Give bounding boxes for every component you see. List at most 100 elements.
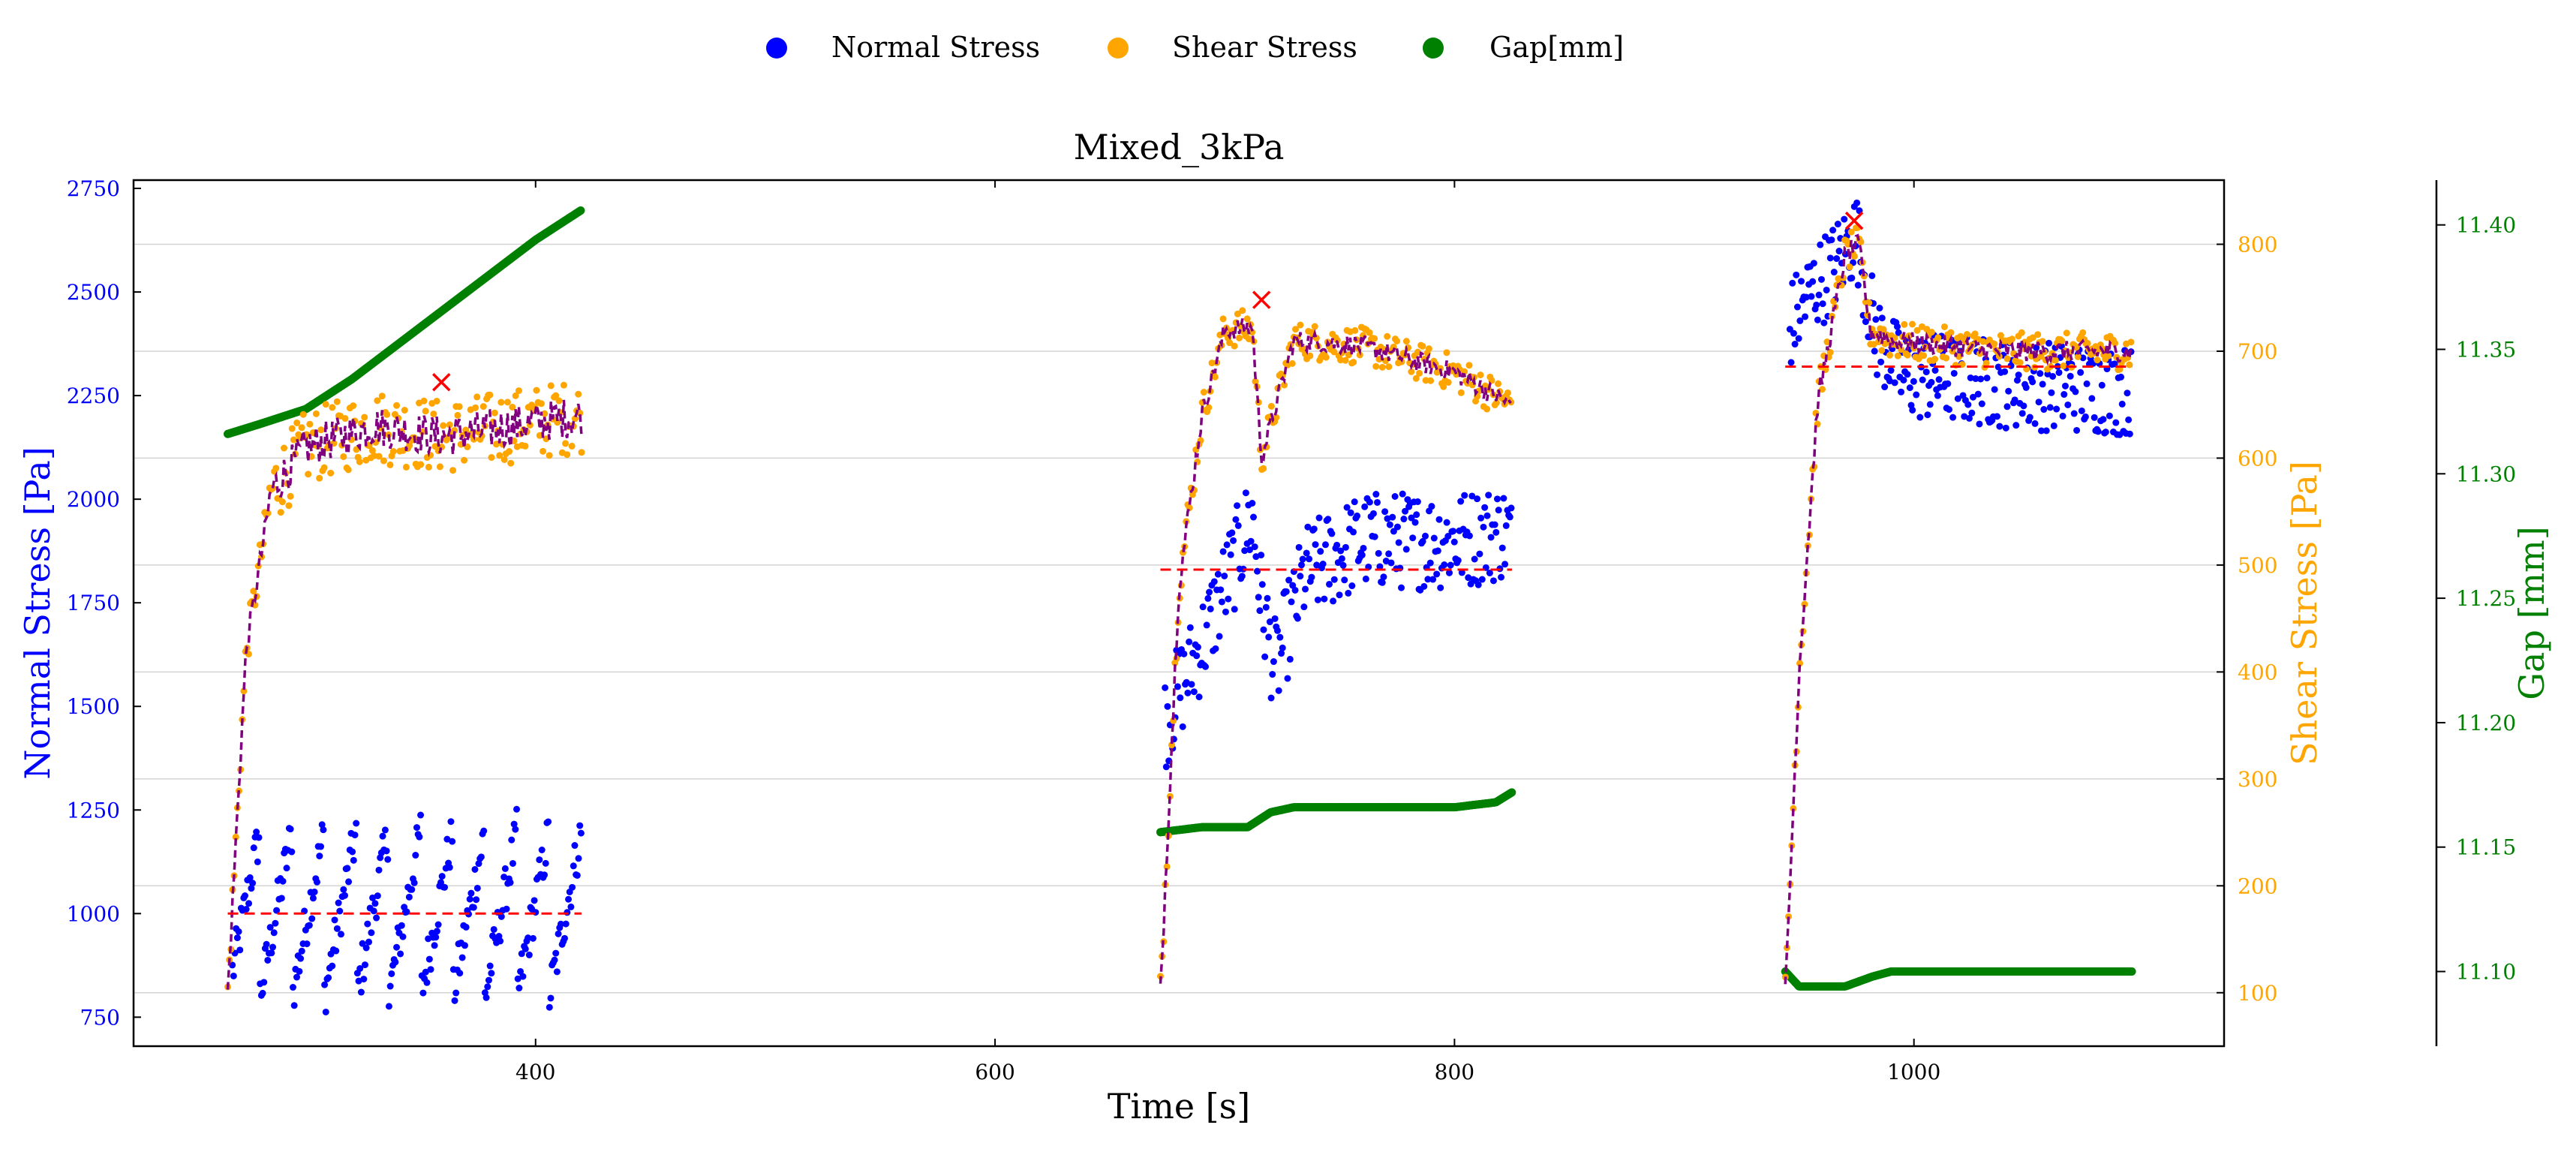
normal-point <box>1360 544 1367 552</box>
shear-tick-label: 700 <box>2238 339 2277 364</box>
shear-point <box>1878 347 1886 354</box>
normal-point <box>576 822 584 829</box>
normal-point <box>1310 525 1318 533</box>
normal-point <box>1385 550 1393 558</box>
shear-point <box>562 440 570 447</box>
normal-point <box>1970 393 1977 401</box>
shear-point <box>317 426 325 434</box>
shear-point <box>2008 335 2015 343</box>
normal-point <box>410 879 418 886</box>
shear-point <box>1823 338 1831 346</box>
shear-point <box>1205 404 1213 411</box>
normal-point <box>1430 534 1438 542</box>
normal-point <box>335 899 342 907</box>
normal-point <box>245 900 253 907</box>
normal-point <box>278 895 285 902</box>
normal-point <box>309 895 317 902</box>
normal-point <box>1337 547 1345 555</box>
shear-point <box>1366 329 1373 336</box>
normal-point <box>1339 561 1347 569</box>
shear-point <box>420 397 428 405</box>
normal-point <box>1262 603 1270 611</box>
shear-point <box>2034 331 2042 338</box>
legend-label-normal: Normal Stress <box>831 31 1040 64</box>
shear-point <box>571 415 579 423</box>
normal-point <box>383 847 390 855</box>
normal-point <box>379 832 386 840</box>
x-tick-label: 1000 <box>1887 1060 1940 1084</box>
normal-point <box>287 826 294 833</box>
normal-point <box>1261 653 1269 660</box>
shear-point <box>361 414 368 421</box>
normal-point <box>2026 414 2033 421</box>
shear-point <box>375 453 383 460</box>
normal-point <box>452 989 460 997</box>
normal-point <box>1162 763 1170 771</box>
normal-point <box>2002 424 2009 432</box>
normal-point <box>2124 390 2131 397</box>
normal-point <box>441 883 449 891</box>
normal-point <box>288 848 296 856</box>
normal-point <box>2106 412 2113 420</box>
shear-point <box>1865 299 1873 306</box>
normal-point <box>293 973 301 981</box>
shear-point <box>2060 362 2067 369</box>
normal-point <box>2112 419 2120 426</box>
shear-smoothed-path <box>226 399 583 990</box>
normal-point <box>1489 577 1497 585</box>
normal-point <box>2050 422 2057 429</box>
normal-point <box>1256 607 1264 615</box>
normal-point <box>253 829 260 836</box>
normal-point <box>1180 650 1188 657</box>
normal-point <box>1278 650 1285 657</box>
shear-point <box>2084 339 2091 347</box>
normal-tick-label: 1500 <box>67 694 120 719</box>
normal-point <box>1326 580 1333 588</box>
normal-point <box>263 940 270 948</box>
normal-point <box>1338 555 1345 562</box>
shear-point <box>2058 337 2066 344</box>
shear-point <box>1880 326 1887 333</box>
shear-point <box>344 466 352 474</box>
normal-point <box>545 818 552 826</box>
normal-point <box>246 874 254 881</box>
normal-point <box>1434 547 1441 555</box>
normal-axis-label: Normal Stress [Pa] <box>17 447 58 780</box>
normal-point <box>1833 255 1841 263</box>
legend-label-shear: Shear Stress <box>1172 31 1357 64</box>
normal-point <box>1485 492 1492 499</box>
normal-point <box>2082 413 2089 420</box>
shear-point <box>1260 465 1267 472</box>
plot-frame <box>132 179 2226 1048</box>
shear-point <box>2127 338 2135 346</box>
shear-point <box>1211 373 1219 380</box>
x-axis-label: Time [s] <box>1108 1086 1250 1126</box>
shear-point <box>430 411 437 418</box>
shear-point <box>2016 359 2024 366</box>
legend-label-gap: Gap[mm] <box>1489 31 1624 64</box>
shear-point <box>492 441 500 448</box>
normal-point <box>536 856 543 864</box>
normal-point <box>416 833 423 841</box>
normal-point <box>229 961 236 969</box>
normal-point <box>1810 260 1817 267</box>
shear-point <box>341 415 349 423</box>
normal-point <box>1314 596 1321 603</box>
normal-point <box>1212 645 1219 652</box>
shear-point <box>250 588 257 595</box>
normal-point <box>419 989 427 997</box>
normal-point <box>340 886 347 893</box>
shear-point <box>383 411 391 418</box>
normal-point <box>1390 528 1397 535</box>
shear-point <box>1971 330 1979 338</box>
peak-marker <box>432 373 451 392</box>
normal-point <box>1887 367 1895 374</box>
shear-point <box>329 404 336 411</box>
normal-point <box>431 942 438 949</box>
normal-point <box>361 961 368 969</box>
normal-point <box>329 962 336 970</box>
normal-point <box>397 950 404 958</box>
shear-point <box>1923 326 1931 333</box>
normal-point <box>1302 585 1309 593</box>
shear-point <box>1288 359 1296 367</box>
